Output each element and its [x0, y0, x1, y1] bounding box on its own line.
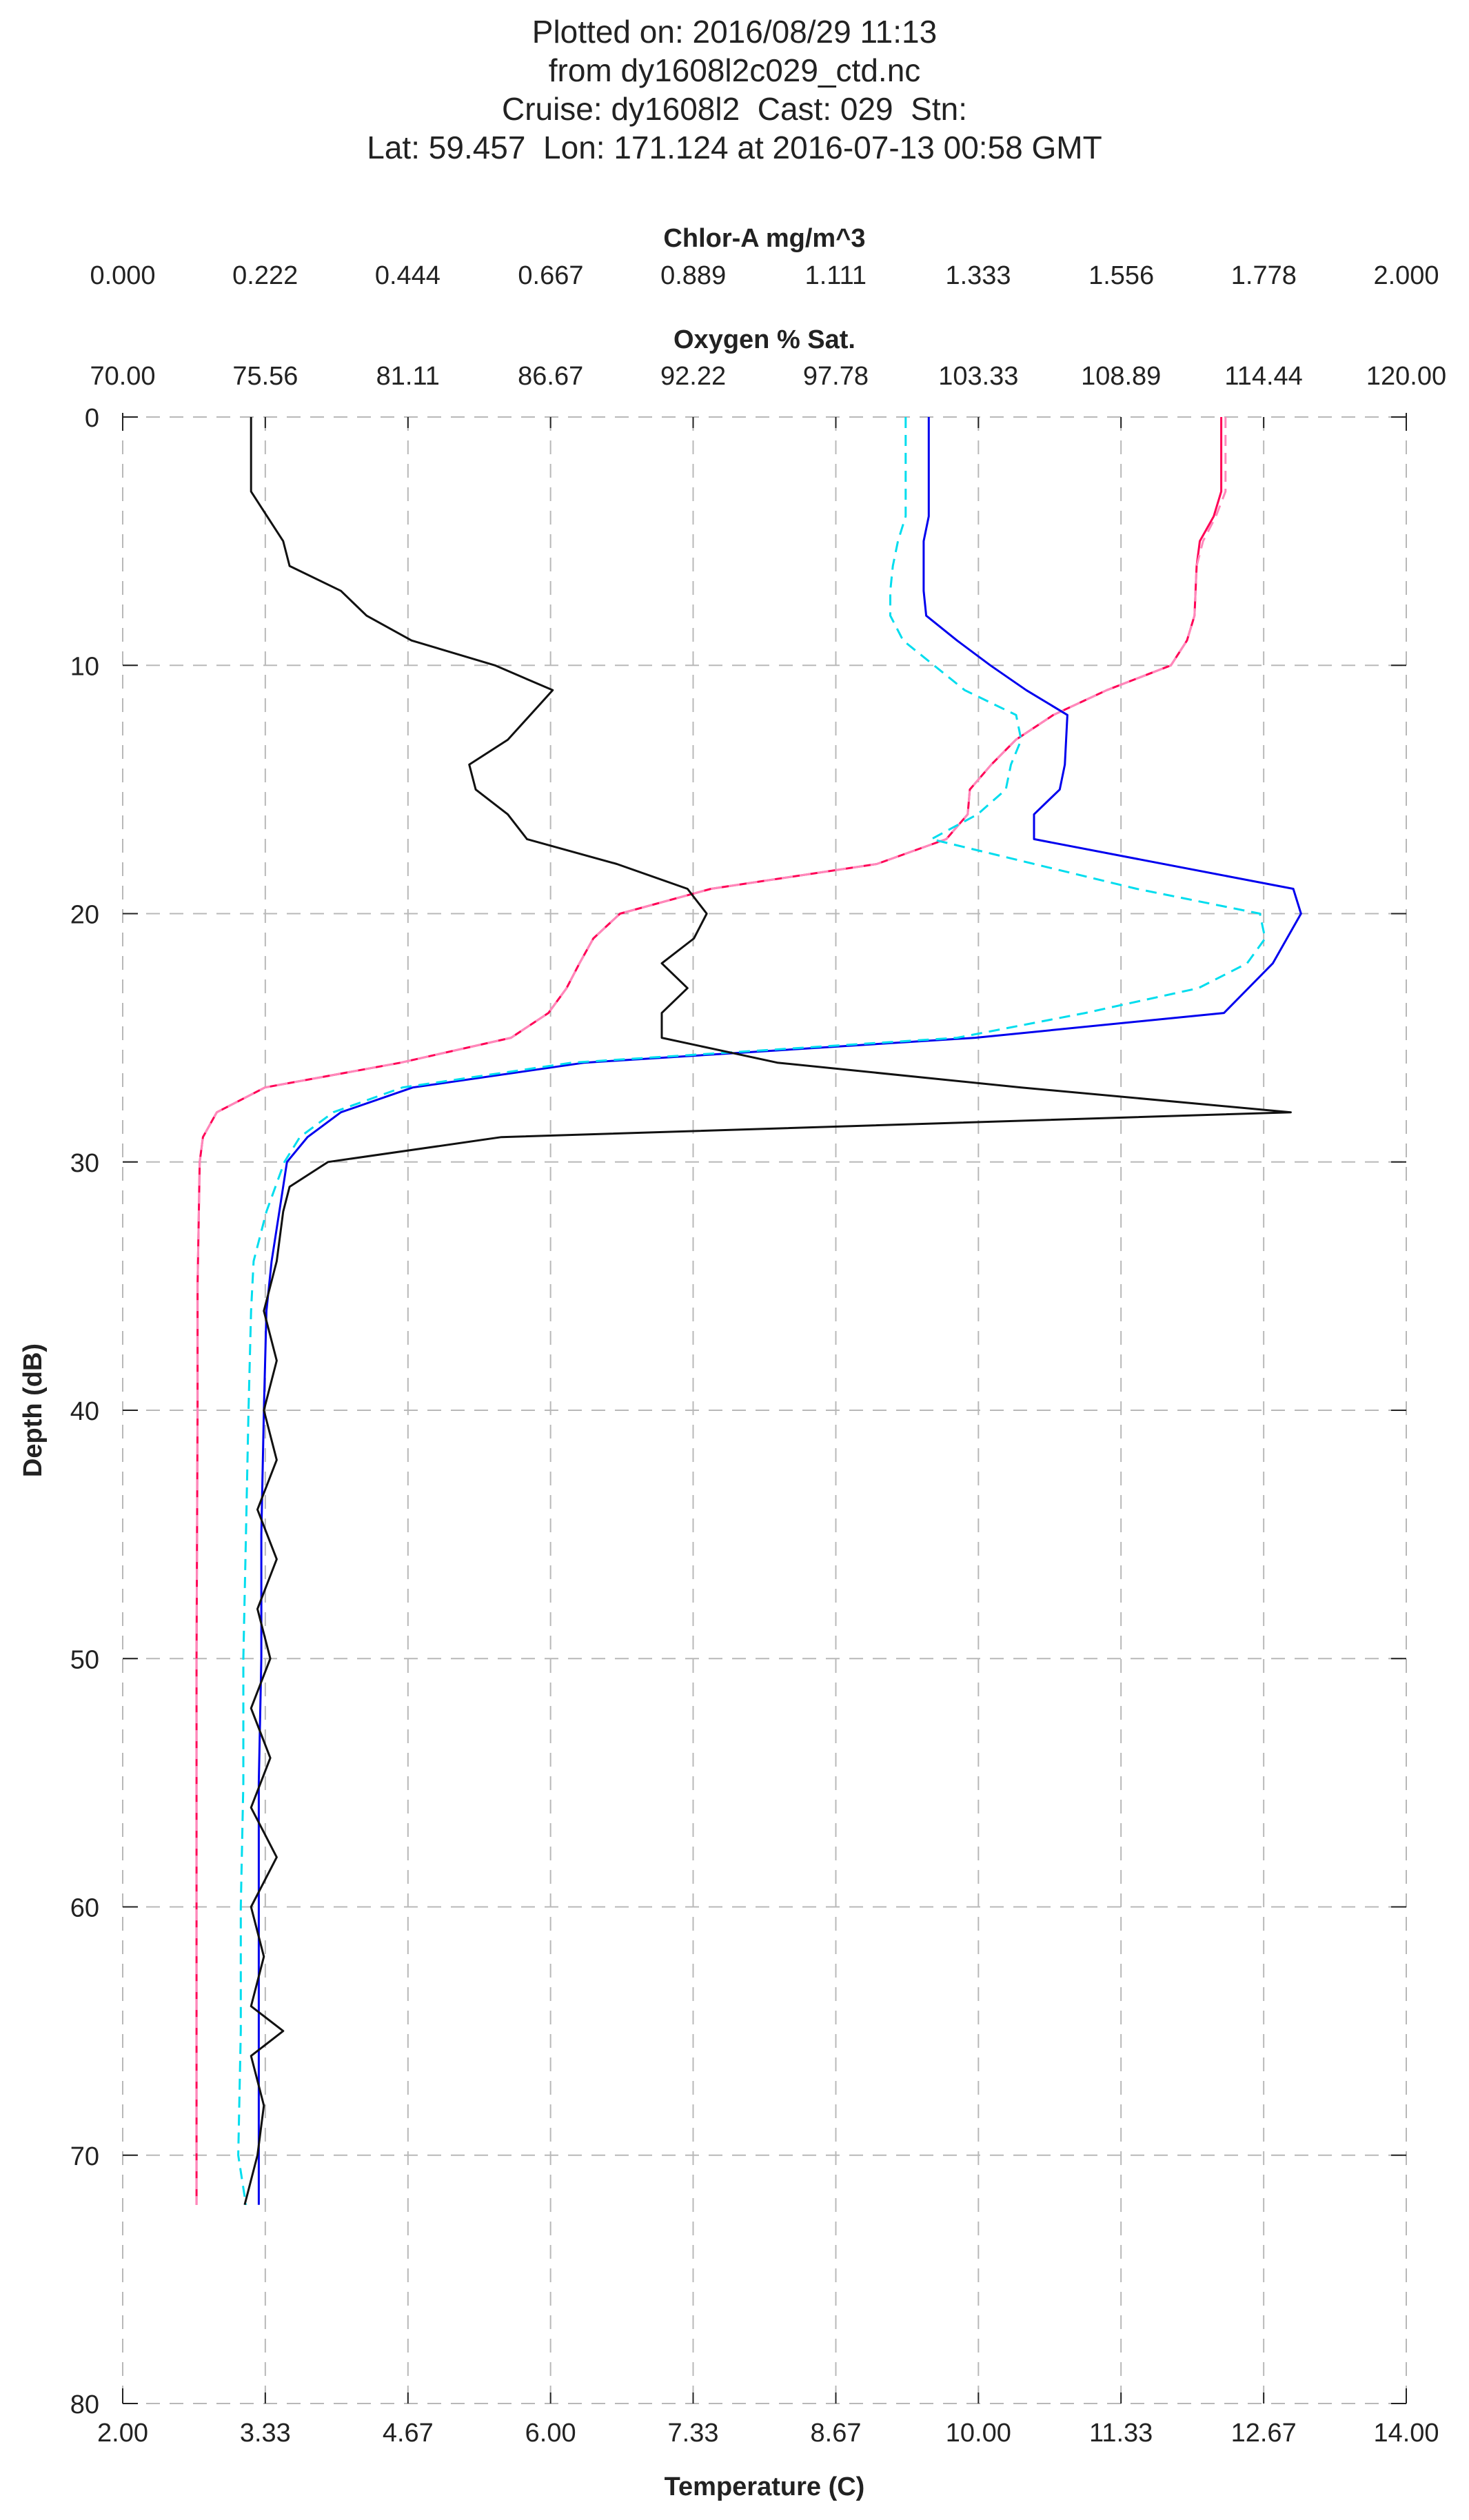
series-line-oxygen-2	[257, 417, 1302, 2205]
title-line-position-time: Lat: 59.457 Lon: 171.124 at 2016-07-13 0…	[367, 130, 1102, 165]
chlor-tick-label: 0.222	[232, 261, 298, 290]
temperature-tick-label: 6.00	[525, 2419, 576, 2448]
chlor-tick-label: 0.444	[375, 261, 440, 290]
depth-tick-label: 40	[70, 1397, 99, 1426]
grid-lines	[122, 416, 1407, 2404]
chlor-tick-label: 2.000	[1373, 261, 1439, 290]
chlor-tick-label: 0.889	[660, 261, 726, 290]
temperature-tick-label: 7.33	[668, 2419, 719, 2448]
temperature-tick-label: 11.33	[1089, 2419, 1153, 2448]
title-line-cruise-cast: Cruise: dy1608l2 Cast: 029 Stn:	[501, 91, 968, 127]
temperature-tick-label: 3.33	[240, 2419, 291, 2448]
series-line-oxygen-3	[237, 417, 1266, 2206]
depth-tick-label: 80	[70, 2390, 99, 2419]
oxygen-tick-label: 103.33	[938, 362, 1018, 391]
chlor-tick-label: 1.556	[1088, 261, 1154, 290]
depth-tick-label: 20	[70, 901, 99, 930]
title-line-source-file: from dy1608l2c029_ctd.nc	[548, 52, 921, 88]
depth-axis-label: Depth (dB)	[19, 1343, 48, 1477]
depth-tick-label: 60	[70, 1894, 99, 1923]
temperature-tick-label: 10.00	[946, 2419, 1011, 2448]
axes: 2.00 3.33 4.67 6.00 7.33 8.67 10.00 11.33 12.67 1…	[70, 261, 1446, 2448]
temperature-tick-label: 4.67	[383, 2419, 434, 2448]
chlor-tick-label: 1.333	[945, 261, 1011, 290]
temperature-tick-label: 12.67	[1231, 2419, 1297, 2448]
oxygen-axis-label: Oxygen % Sat.	[673, 325, 855, 354]
depth-tick-label: 30	[70, 1149, 99, 1178]
chlor-tick-label: 0.667	[518, 261, 583, 290]
chlor-axis-label: Chlor-A mg/m^3	[663, 224, 865, 253]
depth-tick-label: 50	[70, 1645, 99, 1674]
oxygen-tick-label: 86.67	[518, 362, 583, 391]
plot-title-block: Plotted on: 2016/08/29 11:13 from dy1608…	[0, 12, 1469, 167]
oxygen-tick-label: 108.89	[1081, 362, 1161, 391]
depth-tick-label: 0	[85, 404, 99, 433]
temperature-tick-label: 14.00	[1373, 2419, 1439, 2448]
oxygen-tick-label: 114.44	[1224, 362, 1302, 391]
depth-tick-label: 10	[70, 652, 99, 681]
chlor-tick-label: 1.111	[805, 261, 867, 290]
temperature-tick-label: 2.00	[97, 2419, 148, 2448]
depth-tick-label: 70	[70, 2142, 99, 2171]
series-line-temperature-1	[195, 417, 1227, 2205]
oxygen-tick-label: 81.11	[376, 362, 440, 391]
oxygen-tick-label: 97.78	[803, 362, 869, 391]
temperature-axis-label: Temperature (C)	[665, 2472, 865, 2501]
oxygen-tick-label: 70.00	[90, 362, 155, 391]
data-series	[195, 417, 1302, 2206]
temperature-tick-label: 8.67	[811, 2419, 862, 2448]
oxygen-tick-label: 92.22	[660, 362, 726, 391]
oxygen-tick-label: 120.00	[1366, 362, 1446, 391]
oxygen-tick-label: 75.56	[232, 362, 298, 391]
series-line-temperature-0	[195, 417, 1223, 2205]
series-line-chlor-4	[243, 417, 1292, 2206]
chlor-tick-label: 0.000	[90, 261, 155, 290]
chlor-tick-label: 1.778	[1231, 261, 1297, 290]
title-line-plotted-on: Plotted on: 2016/08/29 11:13	[531, 14, 938, 50]
